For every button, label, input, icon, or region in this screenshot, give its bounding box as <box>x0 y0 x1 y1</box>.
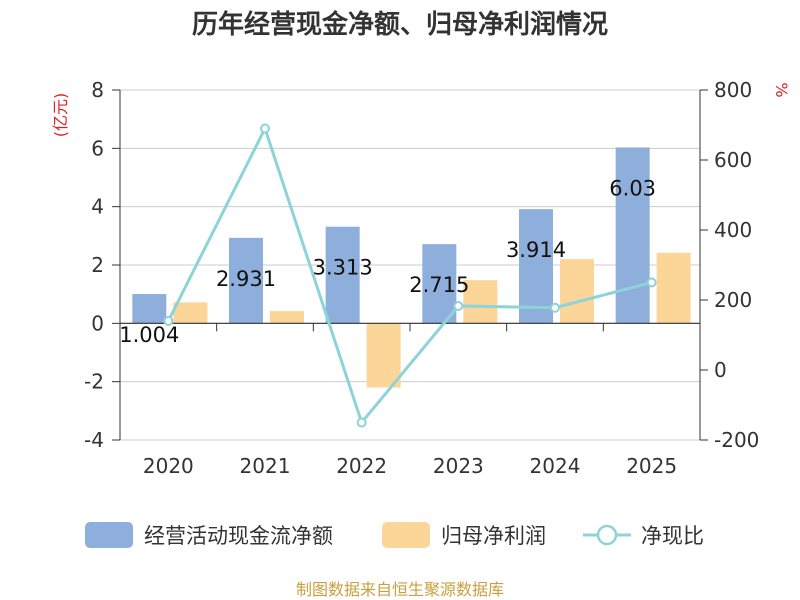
x-tick-label: 2022 <box>336 454 387 478</box>
right-axis-unit: % <box>772 82 791 97</box>
legend-swatch-cash-flow <box>85 522 133 548</box>
x-tick-label: 2023 <box>433 454 484 478</box>
x-tick-label: 2024 <box>530 454 581 478</box>
gridlines <box>120 89 700 441</box>
legend-marker-ratio <box>596 524 618 546</box>
bar-data-label: 3.313 <box>313 256 373 280</box>
x-tick-label: 2021 <box>240 454 291 478</box>
right-tick-label: 600 <box>714 148 752 172</box>
right-tick-label: -200 <box>714 428 759 452</box>
left-tick-label: 2 <box>91 253 104 277</box>
tick-labels: -4 -2 0 2 4 6 8 -200 0 200 400 600 800 2020 2021 2022 20… <box>84 78 759 478</box>
ratio-point <box>260 123 270 134</box>
bar-cash-flow <box>422 244 457 324</box>
bar-data-label: 2.931 <box>216 267 276 291</box>
source-note: 制图数据来自恒生聚源数据库 <box>296 580 504 599</box>
legend: 经营活动现金流净额 归母净利润 净现比 <box>85 522 704 548</box>
bar-net-profit <box>173 302 208 324</box>
legend-swatch-net-profit <box>382 522 430 548</box>
data-labels: 1.004 2.931 3.313 2.715 3.914 6.03 <box>119 176 656 347</box>
left-tick-label: 8 <box>91 78 104 102</box>
bar-cash-flow <box>132 294 167 324</box>
bars <box>132 147 691 388</box>
legend-label-ratio: 净现比 <box>641 524 704 548</box>
bar-data-label: 2.715 <box>409 273 469 297</box>
legend-label-net-profit: 归母净利润 <box>441 524 546 548</box>
ratio-line <box>163 123 657 428</box>
right-tick-label: 200 <box>714 288 752 312</box>
ratio-point <box>550 302 560 313</box>
left-tick-label: 6 <box>91 136 104 160</box>
bar-net-profit <box>463 280 498 324</box>
bar-net-profit <box>270 311 304 324</box>
axes <box>112 89 708 441</box>
x-tick-label: 2020 <box>143 454 194 478</box>
left-tick-label: 4 <box>91 195 104 219</box>
bar-net-profit <box>560 259 594 324</box>
bar-cash-flow <box>615 147 650 324</box>
right-tick-label: 0 <box>714 358 727 382</box>
left-tick-label: 0 <box>91 311 104 335</box>
ratio-line-path <box>166 124 653 426</box>
bar-data-label: 6.03 <box>609 176 656 200</box>
right-tick-label: 800 <box>714 78 752 102</box>
bar-data-label: 3.914 <box>506 238 566 262</box>
bar-data-label: 1.004 <box>119 323 179 347</box>
bar-cash-flow <box>229 237 263 324</box>
legend-label-cash-flow: 经营活动现金流净额 <box>144 524 333 548</box>
bar-cash-flow <box>519 209 553 324</box>
bar-cash-flow <box>325 226 360 324</box>
bar-net-profit <box>656 252 691 324</box>
left-tick-label: -4 <box>84 428 104 452</box>
left-axis-unit: (亿元) <box>51 93 70 138</box>
ratio-point <box>646 277 657 288</box>
ratio-point <box>356 417 367 428</box>
x-tick-label: 2025 <box>626 454 677 478</box>
ratio-point <box>163 316 174 326</box>
ratio-point <box>453 300 464 311</box>
chart-title: 历年经营现金净额、归母净利润情况 <box>192 9 608 40</box>
right-tick-label: 400 <box>714 218 752 242</box>
bar-net-profit <box>366 323 401 388</box>
left-tick-label: -2 <box>84 370 104 394</box>
